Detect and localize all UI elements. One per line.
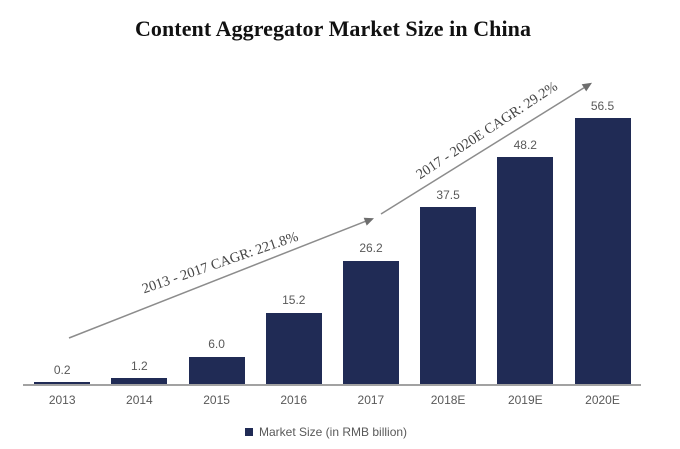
svg-text:2013 - 2017 CAGR: 221.8%: 2013 - 2017 CAGR: 221.8% — [140, 229, 300, 298]
